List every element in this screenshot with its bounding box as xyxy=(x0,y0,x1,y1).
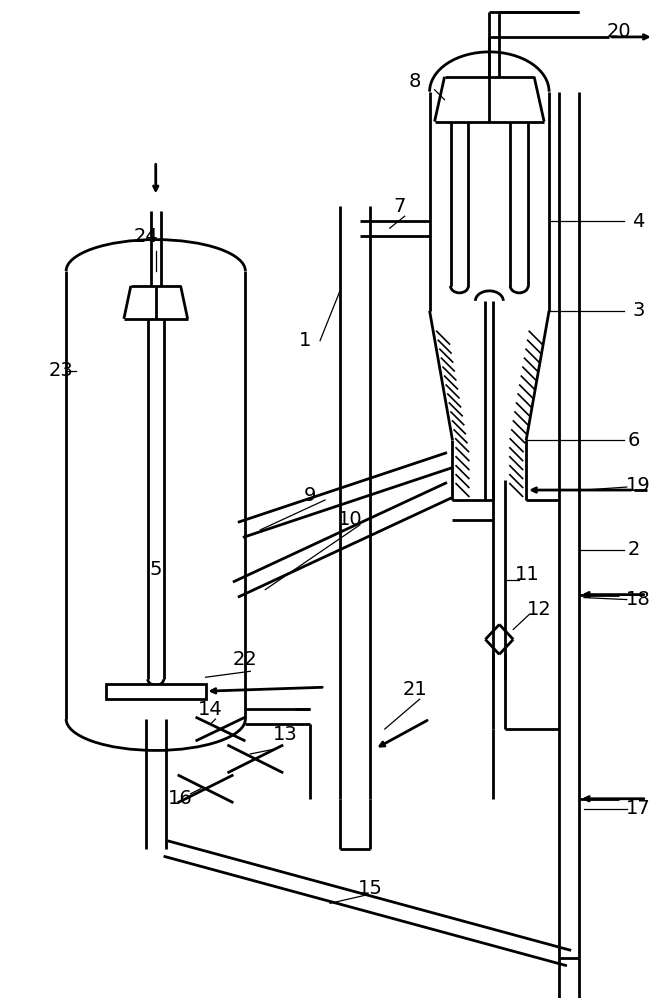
Bar xyxy=(106,684,206,699)
Text: 19: 19 xyxy=(626,476,651,495)
Text: 24: 24 xyxy=(133,227,158,246)
Text: 4: 4 xyxy=(633,212,645,231)
Text: 17: 17 xyxy=(626,799,651,818)
Text: 1: 1 xyxy=(299,331,311,350)
Text: 14: 14 xyxy=(198,700,223,719)
Text: 12: 12 xyxy=(527,600,551,619)
Text: 9: 9 xyxy=(304,486,316,505)
Text: 23: 23 xyxy=(49,361,73,380)
Text: 7: 7 xyxy=(394,197,406,216)
Text: 11: 11 xyxy=(515,565,539,584)
Text: 3: 3 xyxy=(633,301,645,320)
Text: 16: 16 xyxy=(168,789,193,808)
Text: 8: 8 xyxy=(408,72,421,91)
Text: 6: 6 xyxy=(627,431,640,450)
Text: 22: 22 xyxy=(233,650,258,669)
Text: 13: 13 xyxy=(273,725,298,744)
Text: 18: 18 xyxy=(626,590,651,609)
Text: 2: 2 xyxy=(627,540,640,559)
Text: 15: 15 xyxy=(358,879,382,898)
Text: 20: 20 xyxy=(607,22,631,41)
Text: 10: 10 xyxy=(338,510,362,529)
Text: 21: 21 xyxy=(402,680,427,699)
Text: 5: 5 xyxy=(149,560,162,579)
